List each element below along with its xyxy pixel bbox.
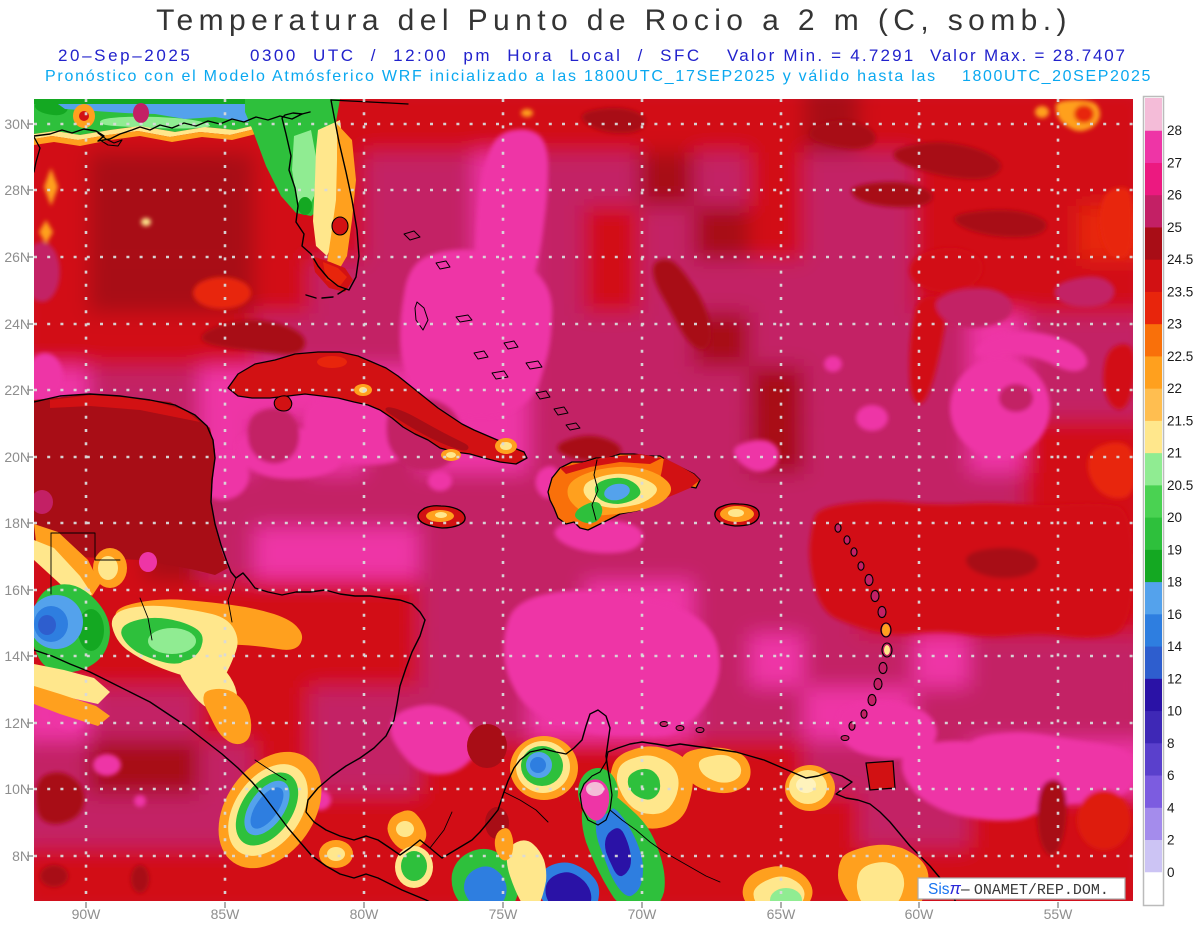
svg-text:26N: 26N xyxy=(4,249,30,265)
svg-text:24.5: 24.5 xyxy=(1167,252,1193,267)
svg-text:18N: 18N xyxy=(4,515,30,531)
svg-text:8: 8 xyxy=(1167,736,1175,751)
svg-text:20N: 20N xyxy=(4,449,30,465)
svg-text:14: 14 xyxy=(1167,639,1183,654)
svg-text:12N: 12N xyxy=(4,715,30,731)
svg-text:19: 19 xyxy=(1167,542,1182,557)
svg-text:10: 10 xyxy=(1167,704,1182,719)
svg-text:75W: 75W xyxy=(489,906,519,922)
svg-text:14N: 14N xyxy=(4,648,30,664)
svg-text:22N: 22N xyxy=(4,382,30,398)
svg-text:23.5: 23.5 xyxy=(1167,284,1193,299)
svg-text:Sisπ– ONAMET/REP.DOM.: Sisπ– ONAMET/REP.DOM. xyxy=(928,879,1109,899)
svg-text:28: 28 xyxy=(1167,123,1182,138)
svg-text:18: 18 xyxy=(1167,575,1182,590)
svg-text:6: 6 xyxy=(1167,768,1175,783)
svg-text:0: 0 xyxy=(1167,865,1175,880)
svg-text:12: 12 xyxy=(1167,671,1182,686)
svg-text:55W: 55W xyxy=(1044,906,1074,922)
svg-text:27: 27 xyxy=(1167,156,1182,171)
svg-text:21.5: 21.5 xyxy=(1167,413,1193,428)
svg-text:22: 22 xyxy=(1167,381,1182,396)
svg-text:30N: 30N xyxy=(4,116,30,132)
svg-text:60W: 60W xyxy=(905,906,935,922)
svg-text:90W: 90W xyxy=(72,906,102,922)
svg-text:70W: 70W xyxy=(628,906,658,922)
svg-text:28N: 28N xyxy=(4,182,30,198)
svg-text:16N: 16N xyxy=(4,582,30,598)
svg-text:85W: 85W xyxy=(211,906,241,922)
svg-text:8N: 8N xyxy=(12,848,30,864)
svg-text:23: 23 xyxy=(1167,317,1182,332)
svg-text:22.5: 22.5 xyxy=(1167,349,1193,364)
svg-text:20.5: 20.5 xyxy=(1167,478,1193,493)
svg-text:4: 4 xyxy=(1167,800,1175,815)
svg-text:65W: 65W xyxy=(767,906,797,922)
svg-text:10N: 10N xyxy=(4,781,30,797)
svg-text:16: 16 xyxy=(1167,607,1182,622)
svg-text:80W: 80W xyxy=(350,906,380,922)
svg-text:26: 26 xyxy=(1167,188,1182,203)
svg-text:20: 20 xyxy=(1167,510,1182,525)
svg-text:21: 21 xyxy=(1167,446,1182,461)
svg-text:2: 2 xyxy=(1167,833,1175,848)
svg-text:24N: 24N xyxy=(4,316,30,332)
svg-text:25: 25 xyxy=(1167,220,1182,235)
